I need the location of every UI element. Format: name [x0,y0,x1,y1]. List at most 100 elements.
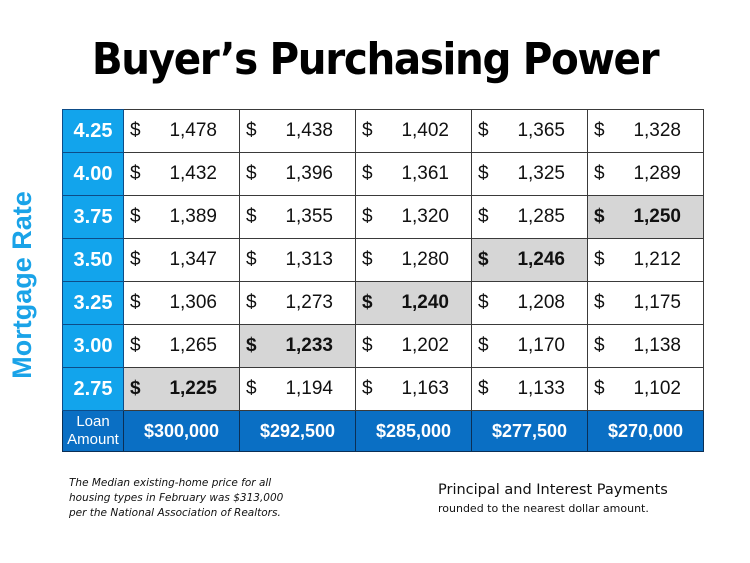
payment-value: 1,313 [285,249,333,270]
rate-cell: 3.50 [62,238,124,282]
payment-value: 1,478 [169,120,217,141]
currency-symbol: $ [594,292,605,313]
payment-cell: $1,285 [471,195,588,239]
currency-symbol: $ [130,120,141,141]
mortgage-rate-axis-label-text: Mortgage Rate [7,191,37,379]
mortgage-rate-axis-label: Mortgage Rate [7,191,37,379]
payment-value: 1,265 [169,335,217,356]
payment-cell: $1,273 [239,281,356,325]
highlighted-payment-cell: $1,233 [239,324,356,368]
footnote-line: The Median existing-home price for all [69,477,272,489]
currency-symbol: $ [130,206,141,227]
rate-cell: 4.00 [62,152,124,196]
payment-cell: $1,347 [123,238,240,282]
payment-value: 1,194 [285,378,333,399]
currency-symbol: $ [130,378,141,399]
currency-symbol: $ [246,206,257,227]
currency-symbol: $ [362,249,373,270]
loan-amount-cell: $300,000 [123,410,240,452]
payment-value: 1,102 [633,378,681,399]
payment-cell: $1,138 [587,324,704,368]
currency-symbol: $ [594,163,605,184]
payment-value: 1,170 [517,335,565,356]
payment-cell: $1,265 [123,324,240,368]
payment-value: 1,225 [169,378,217,399]
table-row: 3.75 $1,389 $1,355 $1,320 $1,285 $1,250 [62,195,704,239]
currency-symbol: $ [362,292,373,313]
payment-value: 1,347 [169,249,217,270]
currency-symbol: $ [246,292,257,313]
payment-note: Principal and Interest Payments rounded … [438,480,668,517]
payment-value: 1,320 [401,206,449,227]
payment-cell: $1,313 [239,238,356,282]
payment-value: 1,246 [517,249,565,270]
payment-value: 1,240 [401,292,449,313]
currency-symbol: $ [594,335,605,356]
loan-amount-cell: $277,500 [471,410,588,452]
currency-symbol: $ [362,335,373,356]
payment-value: 1,250 [633,206,681,227]
rate-cell: 2.75 [62,367,124,411]
payment-cell: $1,306 [123,281,240,325]
payment-value: 1,202 [401,335,449,356]
payment-cell: $1,280 [355,238,472,282]
payment-value: 1,273 [285,292,333,313]
payment-cell: $1,289 [587,152,704,196]
table-row: 3.50 $1,347 $1,313 $1,280 $1,246 $1,212 [62,238,704,282]
table-row: 4.00 $1,432 $1,396 $1,361 $1,325 $1,289 [62,152,704,196]
highlighted-payment-cell: $1,240 [355,281,472,325]
table-row: 2.75 $1,225 $1,194 $1,163 $1,133 $1,102 [62,367,704,411]
payment-cell: $1,438 [239,109,356,153]
loan-label-line1: Loan [76,413,110,430]
payment-value: 1,163 [401,378,449,399]
payment-cell: $1,355 [239,195,356,239]
footnote-line: per the National Association of Realtors… [69,507,281,519]
currency-symbol: $ [130,335,141,356]
payment-value: 1,133 [517,378,565,399]
payment-cell: $1,208 [471,281,588,325]
payment-value: 1,361 [401,163,449,184]
payment-cell: $1,212 [587,238,704,282]
rate-cell: 3.00 [62,324,124,368]
currency-symbol: $ [478,120,489,141]
currency-symbol: $ [478,163,489,184]
currency-symbol: $ [478,206,489,227]
payment-cell: $1,396 [239,152,356,196]
payment-cell: $1,478 [123,109,240,153]
payment-value: 1,355 [285,206,333,227]
currency-symbol: $ [478,249,489,270]
currency-symbol: $ [246,378,257,399]
payment-cell: $1,170 [471,324,588,368]
payment-cell: $1,320 [355,195,472,239]
currency-symbol: $ [362,378,373,399]
currency-symbol: $ [362,163,373,184]
payment-cell: $1,175 [587,281,704,325]
table-row: 3.00 $1,265 $1,233 $1,202 $1,170 $1,138 [62,324,704,368]
payment-cell: $1,389 [123,195,240,239]
currency-symbol: $ [246,120,257,141]
payment-cell: $1,402 [355,109,472,153]
currency-symbol: $ [478,292,489,313]
currency-symbol: $ [478,378,489,399]
loan-amount-cell: $292,500 [239,410,356,452]
payment-value: 1,325 [517,163,565,184]
payment-value: 1,138 [633,335,681,356]
currency-symbol: $ [130,292,141,313]
loan-amount-cell: $285,000 [355,410,472,452]
payment-cell: $1,361 [355,152,472,196]
currency-symbol: $ [362,120,373,141]
table-row: 4.25 $1,478 $1,438 $1,402 $1,365 $1,328 [62,109,704,153]
payment-cell: $1,194 [239,367,356,411]
loan-amount-label: Loan Amount [62,410,124,452]
payment-cell: $1,202 [355,324,472,368]
rate-cell: 3.25 [62,281,124,325]
payment-note-title: Principal and Interest Payments [438,482,668,498]
payment-cell: $1,328 [587,109,704,153]
purchasing-power-table: 4.25 $1,478 $1,438 $1,402 $1,365 $1,328 … [62,109,704,452]
payment-value: 1,289 [633,163,681,184]
page-title: Buyer’s Purchasing Power [91,34,660,85]
payment-value: 1,402 [401,120,449,141]
payment-value: 1,432 [169,163,217,184]
payment-value: 1,438 [285,120,333,141]
footnote-line: housing types in February was $313,000 [69,492,284,504]
